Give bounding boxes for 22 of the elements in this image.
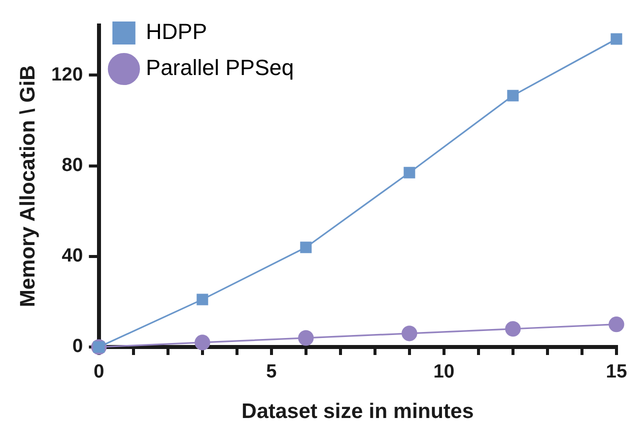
- y-tick-label: 80: [62, 155, 83, 176]
- x-tick-label: 10: [433, 362, 454, 383]
- x-tick-label: 5: [266, 362, 278, 383]
- y-tick-label: 40: [62, 246, 83, 267]
- point: [300, 242, 312, 254]
- point: [608, 316, 624, 332]
- point: [404, 166, 416, 178]
- point: [402, 326, 418, 342]
- x-tick-label: 15: [606, 362, 628, 383]
- point: [610, 33, 622, 45]
- point: [507, 90, 519, 102]
- x-axis-title: Dataset size in minutes: [242, 400, 474, 424]
- y-axis-title: Memory Allocation \ GiB: [16, 65, 40, 308]
- point: [194, 334, 210, 350]
- point: [298, 330, 314, 346]
- point: [196, 294, 208, 306]
- point: [505, 321, 521, 337]
- legend-label: Parallel PPSeq: [146, 55, 294, 80]
- x-tick-label: 0: [94, 362, 104, 383]
- legend-label: HDPP: [146, 19, 208, 44]
- y-tick-label: 0: [72, 336, 83, 358]
- y-tick-label: 120: [51, 64, 83, 86]
